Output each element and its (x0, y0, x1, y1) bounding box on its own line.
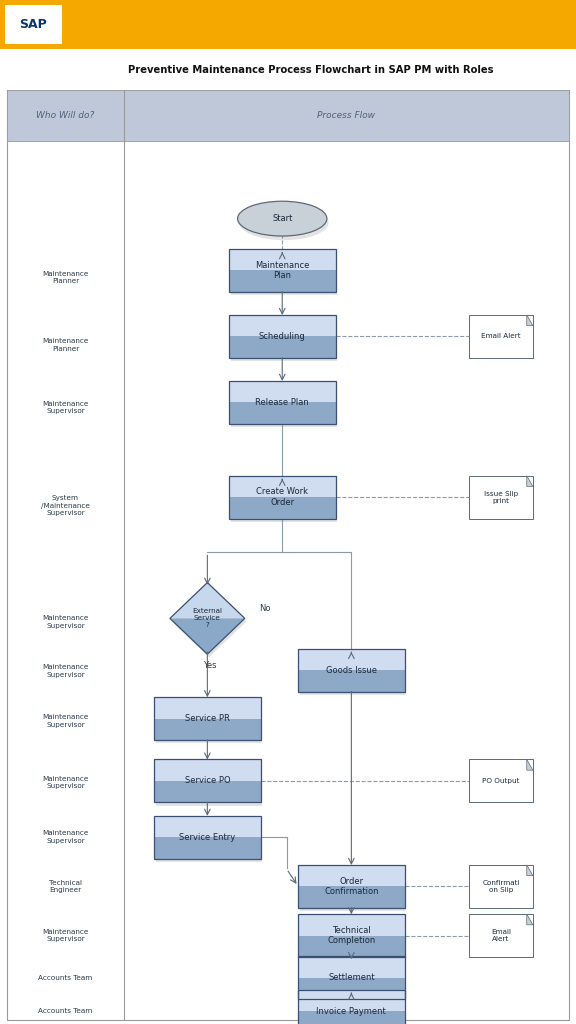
FancyBboxPatch shape (300, 868, 406, 911)
FancyBboxPatch shape (154, 816, 260, 838)
Polygon shape (170, 583, 245, 618)
Text: Maintenance
Supervisor: Maintenance Supervisor (42, 665, 89, 678)
Text: Process Flow: Process Flow (317, 112, 376, 120)
FancyBboxPatch shape (229, 314, 335, 336)
FancyBboxPatch shape (154, 781, 260, 803)
FancyBboxPatch shape (154, 697, 260, 719)
FancyBboxPatch shape (298, 671, 404, 692)
FancyBboxPatch shape (298, 936, 404, 957)
FancyBboxPatch shape (469, 314, 533, 357)
FancyBboxPatch shape (229, 402, 335, 424)
Text: External
Service
?: External Service ? (192, 608, 222, 629)
FancyBboxPatch shape (300, 959, 406, 1002)
FancyBboxPatch shape (230, 478, 337, 521)
Text: Service PO: Service PO (184, 776, 230, 785)
Text: System
/Maintenance
Supervisor: System /Maintenance Supervisor (41, 496, 90, 516)
FancyBboxPatch shape (154, 719, 260, 740)
Polygon shape (527, 865, 533, 876)
Text: PO Output: PO Output (482, 778, 520, 784)
FancyBboxPatch shape (229, 270, 335, 292)
Polygon shape (170, 618, 245, 654)
FancyBboxPatch shape (298, 914, 404, 936)
Text: Maintenance
Supervisor: Maintenance Supervisor (42, 615, 89, 629)
Text: Goods Issue: Goods Issue (326, 666, 377, 675)
FancyBboxPatch shape (229, 336, 335, 357)
FancyBboxPatch shape (300, 918, 406, 961)
FancyBboxPatch shape (229, 249, 335, 270)
FancyBboxPatch shape (300, 652, 406, 695)
Text: SAP: SAP (20, 18, 47, 31)
Ellipse shape (240, 206, 328, 241)
FancyBboxPatch shape (230, 252, 337, 295)
FancyBboxPatch shape (229, 497, 335, 518)
FancyBboxPatch shape (469, 914, 533, 957)
Text: Email Alert: Email Alert (482, 334, 521, 339)
Polygon shape (527, 760, 533, 770)
Text: Order
Confirmation: Order Confirmation (324, 877, 378, 896)
FancyBboxPatch shape (7, 90, 569, 1020)
Text: Maintenance
Plan: Maintenance Plan (255, 261, 309, 281)
Text: Create Work
Order: Create Work Order (256, 487, 308, 507)
FancyBboxPatch shape (0, 49, 576, 90)
FancyBboxPatch shape (469, 760, 533, 803)
FancyBboxPatch shape (154, 838, 260, 859)
Text: Preventive Maintenance Process Flowchart in SAP PM with Roles: Preventive Maintenance Process Flowchart… (128, 65, 494, 75)
Text: Confirmati
on Slip: Confirmati on Slip (482, 880, 520, 893)
Text: Invoice Payment: Invoice Payment (316, 1007, 386, 1016)
Text: No: No (259, 604, 271, 613)
FancyBboxPatch shape (298, 887, 404, 908)
Text: Service PR: Service PR (185, 714, 230, 723)
Text: Email
Alert: Email Alert (491, 929, 511, 942)
FancyBboxPatch shape (298, 978, 404, 999)
FancyBboxPatch shape (229, 475, 335, 497)
Text: Maintenance
Supervisor: Maintenance Supervisor (42, 776, 89, 790)
Text: Service Entry: Service Entry (179, 833, 236, 842)
FancyBboxPatch shape (469, 475, 533, 518)
FancyBboxPatch shape (0, 0, 576, 49)
FancyBboxPatch shape (300, 992, 406, 1024)
Ellipse shape (238, 202, 327, 237)
FancyBboxPatch shape (230, 317, 337, 360)
FancyBboxPatch shape (5, 5, 62, 44)
Polygon shape (527, 314, 533, 326)
Polygon shape (527, 475, 533, 486)
Text: Maintenance
Planner: Maintenance Planner (42, 338, 89, 352)
Text: Release Plan: Release Plan (255, 397, 309, 407)
Text: Accounts Team: Accounts Team (38, 1008, 93, 1014)
Text: Scheduling: Scheduling (259, 332, 306, 341)
Text: Accounts Team: Accounts Team (38, 975, 93, 981)
FancyBboxPatch shape (298, 865, 404, 887)
Text: Issue Slip
print: Issue Slip print (484, 490, 518, 504)
Polygon shape (527, 914, 533, 925)
FancyBboxPatch shape (156, 763, 262, 806)
FancyBboxPatch shape (229, 381, 335, 402)
Text: Start: Start (272, 214, 293, 223)
Text: Maintenance
Supervisor: Maintenance Supervisor (42, 830, 89, 844)
Polygon shape (172, 586, 247, 657)
FancyBboxPatch shape (156, 700, 262, 743)
Text: Settlement: Settlement (328, 973, 374, 982)
Text: Maintenance
Planner: Maintenance Planner (42, 270, 89, 285)
FancyBboxPatch shape (298, 1011, 404, 1024)
Text: Maintenance
Supervisor: Maintenance Supervisor (42, 715, 89, 728)
Text: Technical
Engineer: Technical Engineer (49, 880, 82, 893)
FancyBboxPatch shape (230, 384, 337, 427)
Text: Maintenance
Supervisor: Maintenance Supervisor (42, 929, 89, 942)
FancyBboxPatch shape (298, 989, 404, 1011)
FancyBboxPatch shape (469, 865, 533, 908)
FancyBboxPatch shape (298, 956, 404, 978)
FancyBboxPatch shape (124, 90, 569, 141)
FancyBboxPatch shape (7, 90, 124, 141)
Text: Technical
Completion: Technical Completion (327, 926, 376, 945)
Text: Maintenance
Supervisor: Maintenance Supervisor (42, 400, 89, 415)
FancyBboxPatch shape (156, 819, 262, 862)
Text: Yes: Yes (203, 662, 217, 671)
Text: Who Will do?: Who Will do? (36, 112, 94, 120)
FancyBboxPatch shape (154, 760, 260, 781)
FancyBboxPatch shape (298, 649, 404, 671)
